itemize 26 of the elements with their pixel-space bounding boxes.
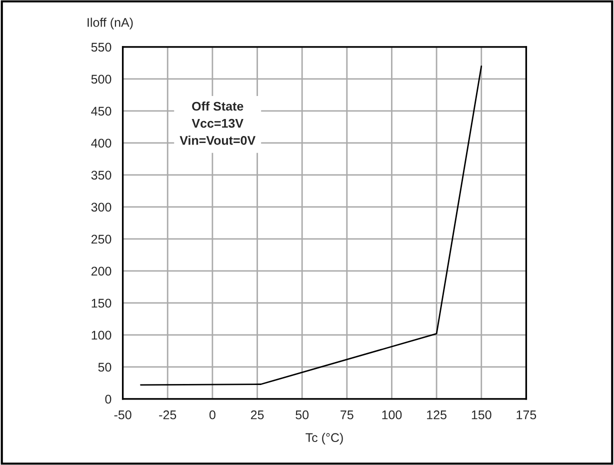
x-tick-label: 75	[340, 410, 354, 420]
x-tick-label: -50	[114, 410, 132, 420]
y-tick-label: 50	[98, 362, 112, 372]
y-tick-label: 450	[91, 106, 112, 116]
y-tick-label: 150	[92, 298, 112, 308]
x-tick-label: 150	[472, 410, 492, 420]
annotation: Off State Vcc=13V Vin=Vout=0V	[180, 101, 256, 145]
x-tick-label: 0	[209, 410, 216, 420]
y-tick-label: 200	[91, 266, 112, 276]
x-tick-label: 50	[296, 410, 309, 420]
y-tick-label: 250	[91, 234, 112, 244]
x-tick-label: 25	[250, 410, 264, 420]
x-tick-label: -25	[159, 410, 176, 420]
y-tick-label: 0	[105, 394, 112, 404]
y-tick-label: 400	[91, 138, 112, 148]
y-tick-label: 500	[91, 74, 112, 84]
x-tick-label: 100	[382, 410, 402, 420]
y-tick-label: 550	[91, 42, 112, 52]
y-axis-title: Iloff (nA)	[88, 18, 133, 30]
x-tick-label: 125	[427, 410, 446, 420]
line-series	[140, 65, 482, 386]
y-tick-label: 350	[91, 170, 112, 180]
x-axis-title: Tc (°C)	[306, 432, 343, 444]
x-tick-label: 175	[516, 410, 536, 420]
y-tick-label: 300	[91, 202, 112, 212]
y-tick-label: 100	[92, 330, 112, 340]
